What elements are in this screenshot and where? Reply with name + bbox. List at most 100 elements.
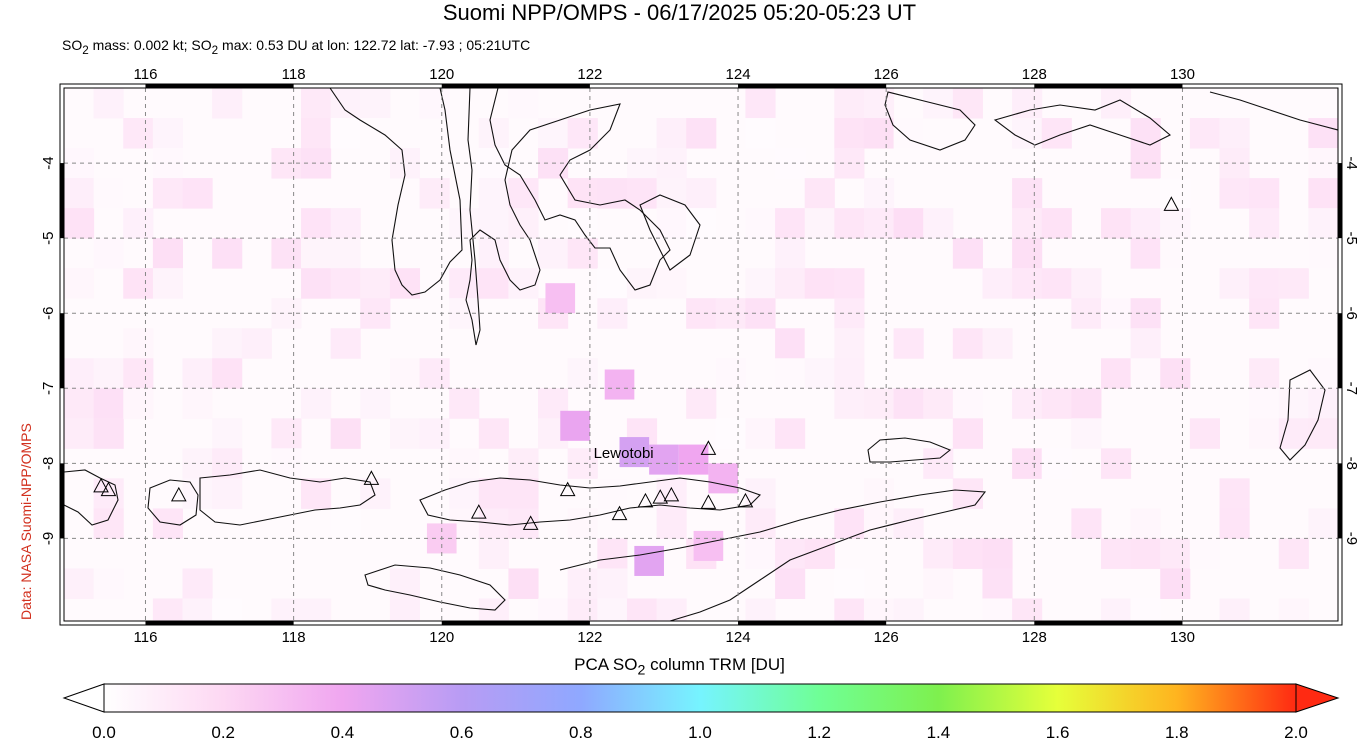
so2-cell: [745, 268, 776, 299]
colorbar-tick-label: 2.0: [1284, 723, 1308, 742]
so2-cell: [123, 388, 154, 419]
so2-cell: [597, 178, 628, 209]
so2-cell: [656, 268, 687, 299]
so2-cell: [1041, 268, 1072, 299]
lon-tick-label: 118: [282, 629, 306, 646]
frame-bar-left: [60, 463, 64, 539]
so2-cell: [597, 268, 628, 299]
so2-cell: [301, 598, 332, 621]
so2-cell: [1308, 208, 1338, 239]
lat-ticks-left: -4 -5 -6 -7 -8 -9: [40, 156, 57, 545]
so2-cell: [923, 208, 954, 239]
so2-cell: [93, 388, 124, 419]
so2-cell: [982, 328, 1013, 359]
so2-cell: [1219, 478, 1250, 509]
so2-cell: [863, 208, 895, 239]
so2-cell: [478, 418, 509, 449]
so2-cell: [1219, 178, 1250, 209]
so2-cell: [952, 328, 983, 359]
frame-bar-top: [738, 84, 887, 88]
coast-bali: [64, 469, 119, 526]
lon-tick-label: 124: [726, 629, 751, 646]
so2-cell: [389, 358, 421, 389]
lon-tick-label: 122: [577, 66, 602, 83]
so2-cell: [64, 568, 95, 599]
so2-cell: [656, 478, 687, 509]
so2-cell: [93, 568, 124, 599]
so2-cell: [715, 358, 746, 389]
so2-cell: [1012, 388, 1043, 419]
so2-cell: [893, 388, 924, 419]
so2-cell: [1071, 388, 1102, 419]
so2-cell: [952, 388, 983, 419]
so2-cell: [182, 598, 213, 621]
so2-cell: [419, 88, 450, 119]
lat-tick-label: -4: [1343, 156, 1359, 169]
so2-cell: [1071, 508, 1102, 539]
so2-cell: [567, 598, 598, 621]
so2-cell: [745, 208, 776, 239]
so2-cell: [804, 178, 835, 209]
volcano-icon: [1163, 196, 1180, 211]
lat-tick-label: -6: [1343, 307, 1359, 320]
so2-cell: [923, 268, 954, 299]
so2-cell: [301, 88, 332, 119]
lon-tick-label: 124: [726, 66, 751, 83]
so2-cell: [626, 598, 658, 621]
so2-cell: [212, 358, 243, 389]
so2-cell: [1130, 238, 1161, 269]
so2-cell: [715, 418, 746, 449]
colorbar-tick-label: 1.0: [688, 723, 712, 742]
so2-cell: [1219, 118, 1250, 149]
lon-tick-label: 130: [1170, 66, 1195, 83]
coast-tanimbar: [1279, 369, 1326, 461]
frame-bar-left: [60, 163, 64, 239]
so2-cell: [1249, 418, 1280, 449]
lat-ticks-right: -4 -5 -6 -7 -8 -9: [1343, 156, 1359, 545]
so2-cell: [686, 388, 717, 419]
volcano-icon: [100, 481, 117, 497]
so2-cell: [863, 598, 895, 621]
so2-cell: [1219, 598, 1250, 621]
lat-tick-label: -5: [1343, 231, 1359, 244]
so2-cell: [1130, 358, 1161, 389]
so2-cell: [567, 238, 598, 269]
so2-cell: [649, 444, 679, 475]
lat-tick-label: -6: [40, 307, 57, 320]
coast-papua-west: [1209, 88, 1338, 131]
so2-cell: [1278, 598, 1309, 621]
frame-bar-bottom: [738, 621, 887, 625]
lon-tick-label: 128: [1022, 66, 1047, 83]
so2-cell: [212, 478, 243, 509]
so2-cell: [182, 178, 213, 209]
so2-cell: [686, 178, 717, 209]
so2-cell: [1278, 268, 1309, 299]
so2-cell: [301, 238, 332, 269]
so2-cell: [123, 208, 154, 239]
so2-cell: [597, 568, 628, 599]
volcano-icon: [637, 492, 654, 508]
volcano-markers: [93, 196, 1180, 530]
so2-cell: [923, 88, 954, 119]
so2-cell: [863, 118, 895, 149]
so2-cell: [478, 238, 509, 269]
so2-cell: [1189, 118, 1220, 149]
so2-cell: [64, 388, 95, 419]
volcano-icon: [470, 504, 487, 519]
lat-tick-label: -8: [40, 457, 57, 470]
coast-sumba: [364, 564, 506, 611]
so2-cell: [152, 178, 184, 209]
so2-cell: [745, 538, 776, 569]
so2-cell: [834, 208, 865, 239]
so2-cell: [775, 328, 806, 359]
so2-cell: [1100, 358, 1132, 389]
so2-cell: [775, 268, 806, 299]
so2-cell: [1100, 88, 1132, 119]
so2-cell: [834, 328, 865, 359]
so2-cell: [708, 463, 739, 494]
frame-bar-left: [60, 313, 64, 389]
so2-cell: [123, 118, 154, 149]
so2-cell: [834, 388, 865, 419]
coast-lombok: [147, 479, 199, 526]
so2-cell: [64, 358, 95, 389]
